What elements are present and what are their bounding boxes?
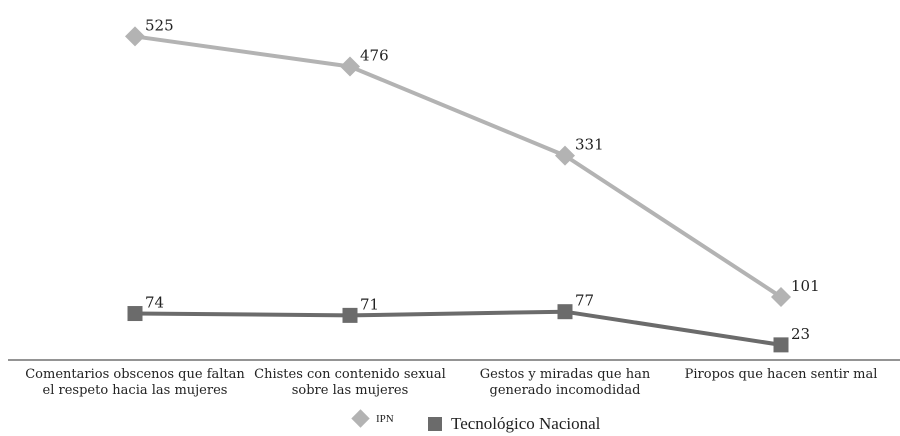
x-tick-label-line: Piropos que hacen sentir mal [684, 367, 878, 382]
x-tick-label-0: Comentarios obscenos que faltan el respet… [20, 367, 250, 399]
legend-item-tecnologico-nacional: Tecnológico Nacional [428, 414, 600, 434]
data-label-tecnologico-nacional-0: 74 [145, 294, 164, 312]
data-label-tecnologico-nacional-1: 71 [360, 295, 379, 313]
legend-label-tecnologico-nacional: Tecnológico Nacional [451, 414, 601, 433]
data-label-ipn-0: 525 [145, 16, 174, 34]
data-point-tecnologico-nacional-0 [127, 306, 143, 322]
data-point-tecnologico-nacional-1 [342, 307, 358, 323]
data-label-ipn-2: 331 [575, 136, 604, 154]
data-point-ipn-0 [125, 26, 145, 47]
data-label-layer: 525 476 331 101 74 71 77 23 [145, 16, 820, 342]
data-point-ipn-3 [771, 286, 791, 307]
legend: IPN Tecnológico Nacional [0, 409, 900, 436]
legend-label-ipn: IPN [376, 412, 394, 425]
data-point-tecnologico-nacional-2 [557, 304, 573, 320]
x-tick-label-line: generado incomodidad [489, 383, 641, 398]
data-point-ipn-2 [555, 145, 575, 166]
series-ipn [125, 26, 791, 307]
legend-square-marker-icon [428, 417, 442, 431]
series-line-tecnologico-nacional [134, 309, 782, 347]
x-tick-label-line: Gestos y miradas que han [479, 367, 651, 382]
data-point-ipn-1 [340, 56, 360, 77]
x-tick-label-line: sobre las mujeres [291, 383, 409, 398]
data-point-tecnologico-nacional-3 [773, 337, 789, 353]
x-tick-label-line: Chistes con contenido sexual [254, 367, 446, 382]
data-label-ipn-1: 476 [360, 47, 389, 65]
legend-diamond-marker-icon [351, 409, 370, 428]
x-tick-label-3: Piropos que hacen sentir mal [666, 367, 896, 383]
x-tick-label-line: Comentarios obscenos que faltan [25, 367, 245, 382]
series-layer [125, 26, 791, 353]
series-tecnologico-nacional [127, 304, 789, 353]
data-label-tecnologico-nacional-3: 23 [791, 325, 810, 343]
x-tick-label-2: Gestos y miradas que han generado incomod… [450, 367, 680, 399]
data-label-ipn-3: 101 [791, 277, 820, 295]
legend-item-ipn: IPN [351, 409, 394, 428]
x-tick-label-1: Chistes con contenido sexual sobre las mu… [235, 367, 465, 399]
x-tick-label-line: el respeto hacia las mujeres [42, 383, 228, 398]
data-label-tecnologico-nacional-2: 77 [575, 292, 594, 310]
series-line-ipn [134, 34, 783, 299]
